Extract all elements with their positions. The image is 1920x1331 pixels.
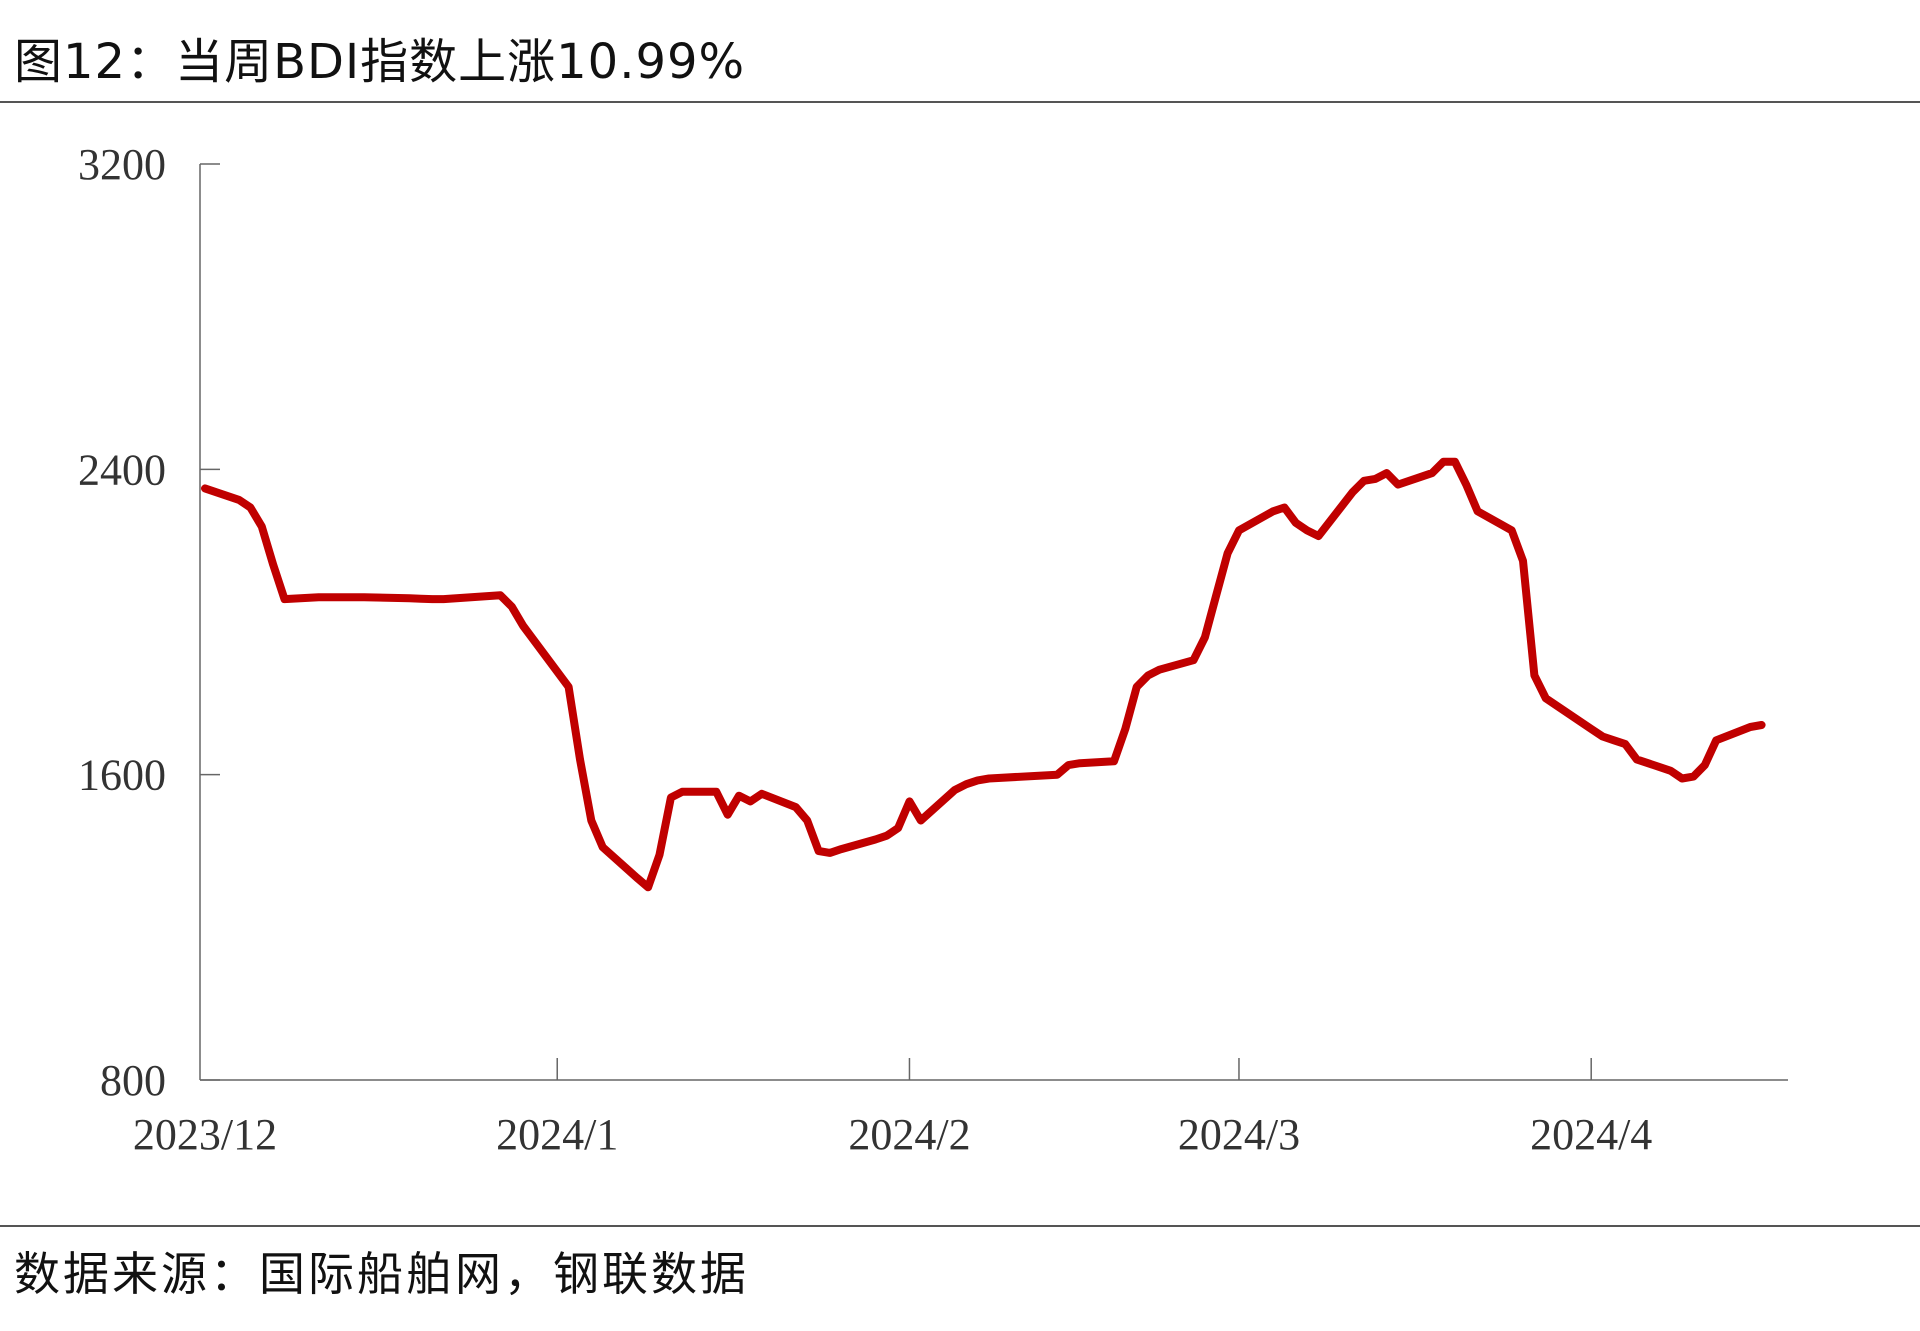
y-axis-ticks: 3200 2400 1600 800 [78, 140, 220, 1105]
x-tick-label: 2024/1 [496, 1110, 618, 1159]
bottom-rule [0, 1225, 1920, 1227]
x-tick-label: 2023/12 [133, 1110, 277, 1159]
figure-title: 图12：当周BDI指数上涨10.99% [14, 34, 746, 90]
y-tick-label: 800 [100, 1056, 166, 1105]
top-rule [0, 101, 1920, 103]
x-tick-label: 2024/2 [848, 1110, 970, 1159]
series-layer [201, 457, 1766, 892]
chart-area: 3200 2400 1600 800 2023/12 2024/1 2024/2 2024/… [0, 104, 1920, 1222]
bdi-series-line [201, 457, 1766, 892]
x-axis-ticks: 2023/12 2024/1 2024/2 2024/3 2024/4 [133, 1058, 1652, 1159]
x-tick-label: 2024/3 [1178, 1110, 1300, 1159]
y-tick-label: 3200 [78, 140, 166, 189]
source-note: 数据来源：国际船舶网，钢联数据 [14, 1247, 749, 1301]
y-tick-label: 1600 [78, 751, 166, 800]
y-tick-label: 2400 [78, 445, 166, 494]
x-tick-label: 2024/4 [1530, 1110, 1652, 1159]
bdi-line-chart: 3200 2400 1600 800 2023/12 2024/1 2024/2 2024/… [78, 140, 1788, 1159]
